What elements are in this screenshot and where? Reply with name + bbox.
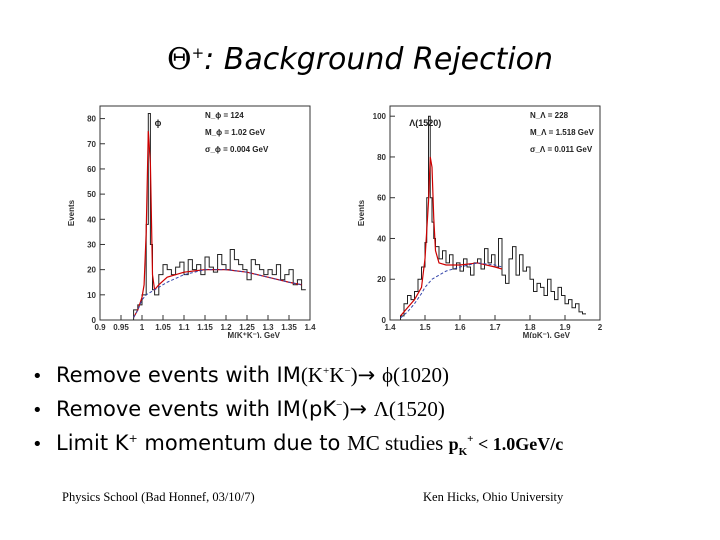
- bullet-bold-sub: K: [458, 446, 468, 459]
- x-axis-label: M(K⁺K⁻), GeV: [228, 331, 281, 338]
- title-symbol: Θ: [166, 42, 192, 77]
- y-tick-label: 0: [382, 316, 387, 325]
- y-tick-label: 80: [377, 153, 386, 162]
- y-tick-label: 10: [87, 291, 96, 300]
- fit-curve-series: [400, 156, 503, 317]
- background-curve-series: [400, 262, 503, 319]
- bullet-sup: +: [128, 432, 138, 445]
- bullet-phi: • Remove events with IM(K+K−)→ ϕ(1020): [32, 358, 712, 392]
- stats-label: M_Λ = 1.518 GeV: [530, 128, 594, 137]
- bullet-serif: (K: [300, 363, 324, 387]
- x-tick-label: 1.1: [178, 323, 190, 332]
- x-tick-label: 1.6: [454, 323, 466, 332]
- x-tick-label: 0.95: [113, 323, 129, 332]
- bullet-sup: −: [336, 399, 343, 411]
- y-tick-label: 100: [373, 112, 387, 121]
- x-tick-label: 1.25: [239, 323, 255, 332]
- x-tick-label: 1.35: [281, 323, 297, 332]
- x-axis-label: M(pK⁻), GeV: [523, 331, 571, 338]
- arrow-icon: →: [349, 397, 367, 421]
- title-text: : Background Rejection: [204, 42, 554, 77]
- bullet-text: Remove events with IM(pK: [56, 397, 337, 421]
- bullet-marker: •: [32, 434, 43, 455]
- histogram-series: [400, 115, 586, 320]
- x-tick-label: 1.7: [489, 323, 501, 332]
- stats-label: N_ϕ = 124: [205, 111, 244, 120]
- y-tick-label: 80: [87, 115, 96, 124]
- background-curve-series: [133, 269, 302, 318]
- footer-right: Ken Hicks, Ohio University: [423, 490, 564, 504]
- bullet-text: Limit K: [56, 431, 129, 455]
- bullet-sup: −: [344, 365, 351, 377]
- stats-label: σ_Λ = 0.011 GeV: [530, 145, 593, 154]
- x-tick-label: 1.9: [559, 323, 571, 332]
- stats-label: σ_ϕ = 0.004 GeV: [205, 145, 269, 154]
- peak-label: Λ(1520): [409, 118, 441, 128]
- bullet-serif: ϕ(1020): [381, 363, 449, 387]
- lambda-mass-histogram: 0 20 40 60 80 100 1.4 1.5 1.6 1.7 1.8 1.9 2 Events M(p…: [350, 98, 610, 340]
- lambda-mass-chart: 0 20 40 60 80 100 1.4 1.5 1.6 1.7 1.8 1.9 2 Events M(p…: [357, 105, 603, 340]
- title-sup: +: [191, 44, 205, 62]
- x-tick-label: 1.15: [197, 323, 213, 332]
- x-tick-label: 1.05: [155, 323, 171, 332]
- footer-left: Physics School (Bad Honnef, 03/10/7): [62, 490, 255, 504]
- bullet-list: • Remove events with IM(K+K−)→ ϕ(1020) • R…: [32, 358, 712, 460]
- y-tick-label: 30: [87, 240, 96, 249]
- y-tick-label: 20: [377, 275, 386, 284]
- y-tick-label: 0: [92, 316, 97, 325]
- x-tick-label: 1.8: [524, 323, 536, 332]
- slide-title: Θ+: Background Rejection: [0, 42, 720, 77]
- bullet-lambda: • Remove events with IM(pK−)→ Λ(1520): [32, 392, 712, 426]
- bullet-serif: ): [342, 397, 350, 421]
- stats-label: N_Λ = 228: [530, 111, 569, 120]
- y-tick-label: 20: [87, 266, 96, 275]
- peak-label: ϕ: [155, 118, 162, 128]
- y-axis-label: Events: [67, 199, 76, 226]
- x-tick-label: 1.5: [419, 323, 431, 332]
- bullet-sup: +: [323, 365, 330, 377]
- bullet-marker: •: [32, 366, 43, 387]
- x-tick-label: 0.9: [94, 323, 106, 332]
- bullet-momentum: • Limit K+ momentum due to MC studies pK+…: [32, 426, 712, 460]
- plot-frame: [99, 105, 311, 321]
- y-tick-label: 50: [87, 190, 96, 199]
- bullet-bold: < 1.0GeV/c: [473, 434, 564, 454]
- histogram-series: [133, 113, 306, 320]
- y-axis-label: Events: [357, 199, 366, 226]
- bullet-text: momentum due to: [137, 431, 348, 455]
- bullet-serif: MC studies: [347, 431, 449, 455]
- x-tick-label: 1.4: [304, 323, 316, 332]
- arrow-icon: →: [357, 363, 376, 387]
- bullet-marker: •: [32, 400, 43, 421]
- y-tick-label: 60: [87, 165, 96, 174]
- y-tick-label: 40: [377, 234, 386, 243]
- x-tick-label: 1.3: [262, 323, 274, 332]
- y-tick-label: 40: [87, 215, 96, 224]
- x-tick-label: 2: [598, 323, 603, 332]
- bullet-text: Remove events with IM: [56, 363, 301, 387]
- phi-mass-histogram: 0 10 20 30 40 50 60 70 80 0.9 0.95 1 1.05 1.1 1.15 1.2 1…: [60, 98, 320, 340]
- bullet-serif: ): [350, 363, 358, 387]
- x-tick-label: 1.4: [384, 323, 396, 332]
- x-tick-label: 1.2: [220, 323, 232, 332]
- bullet-serif: Λ(1520): [373, 397, 445, 421]
- y-tick-label: 70: [87, 140, 96, 149]
- stats-label: M_ϕ = 1.02 GeV: [205, 128, 266, 137]
- bullet-bold-sup: +: [467, 433, 474, 445]
- phi-mass-chart: 0 10 20 30 40 50 60 70 80 0.9 0.95 1 1.05 1.1 1.15 1.2 1…: [67, 105, 316, 340]
- y-tick-label: 60: [377, 194, 386, 203]
- bullet-bold: p: [448, 434, 459, 454]
- bullet-serif: K: [329, 363, 345, 387]
- x-tick-label: 1: [140, 323, 145, 332]
